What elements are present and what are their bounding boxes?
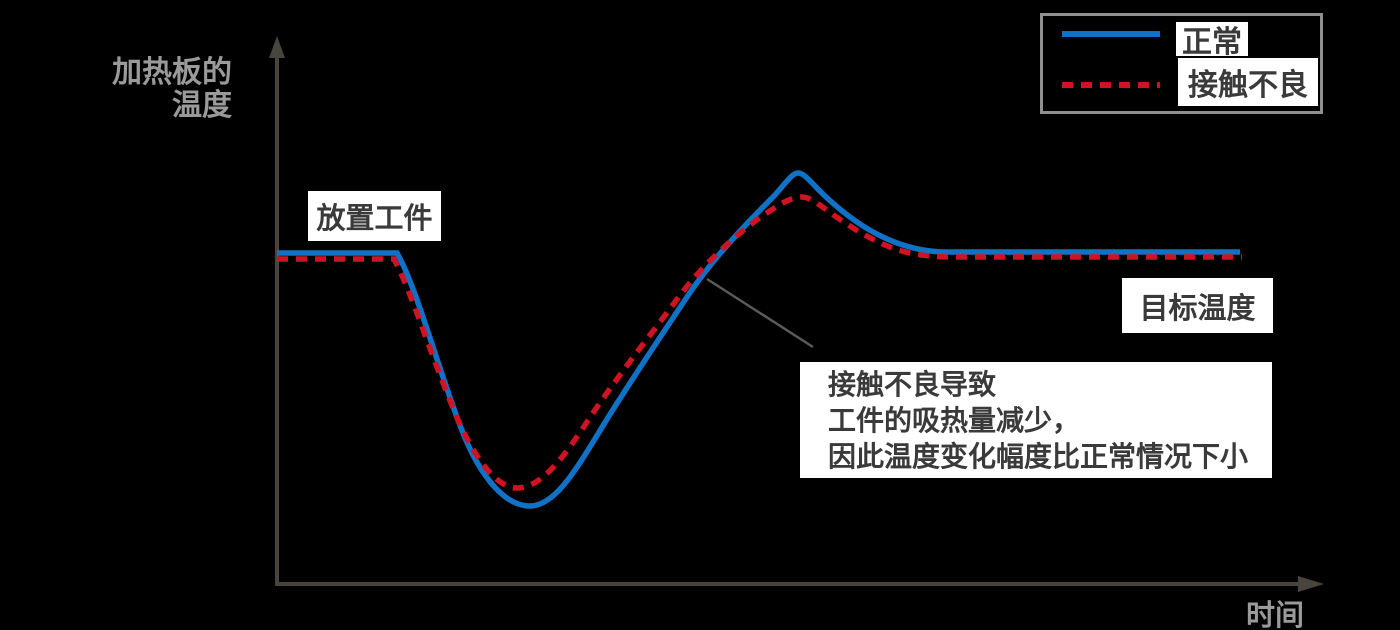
y-axis-label: 加热板的 温度 [112,56,232,122]
legend: 正常 接触不良 [1040,13,1323,114]
curve-poor-contact [277,194,1242,491]
annotation-leader-line [706,277,814,349]
y-axis-arrowhead-icon [269,36,285,58]
legend-label-normal: 正常 [1176,22,1248,59]
x-axis-arrowhead-icon [1298,576,1324,592]
legend-line-poor-contact-icon [1062,82,1160,88]
legend-label-poor-contact: 接触不良 [1178,58,1318,106]
annotation-text: 接触不良导致 工件的吸热量减少， 因此温度变化幅度比正常情况下小 [828,369,1249,472]
label-place-workpiece: 放置工件 [308,191,441,241]
annotation-box: 接触不良导致 工件的吸热量减少， 因此温度变化幅度比正常情况下小 [800,362,1272,478]
x-axis-label: 时间 [1246,600,1305,630]
label-target-temperature: 目标温度 [1122,278,1273,333]
legend-line-normal-icon [1062,31,1160,37]
